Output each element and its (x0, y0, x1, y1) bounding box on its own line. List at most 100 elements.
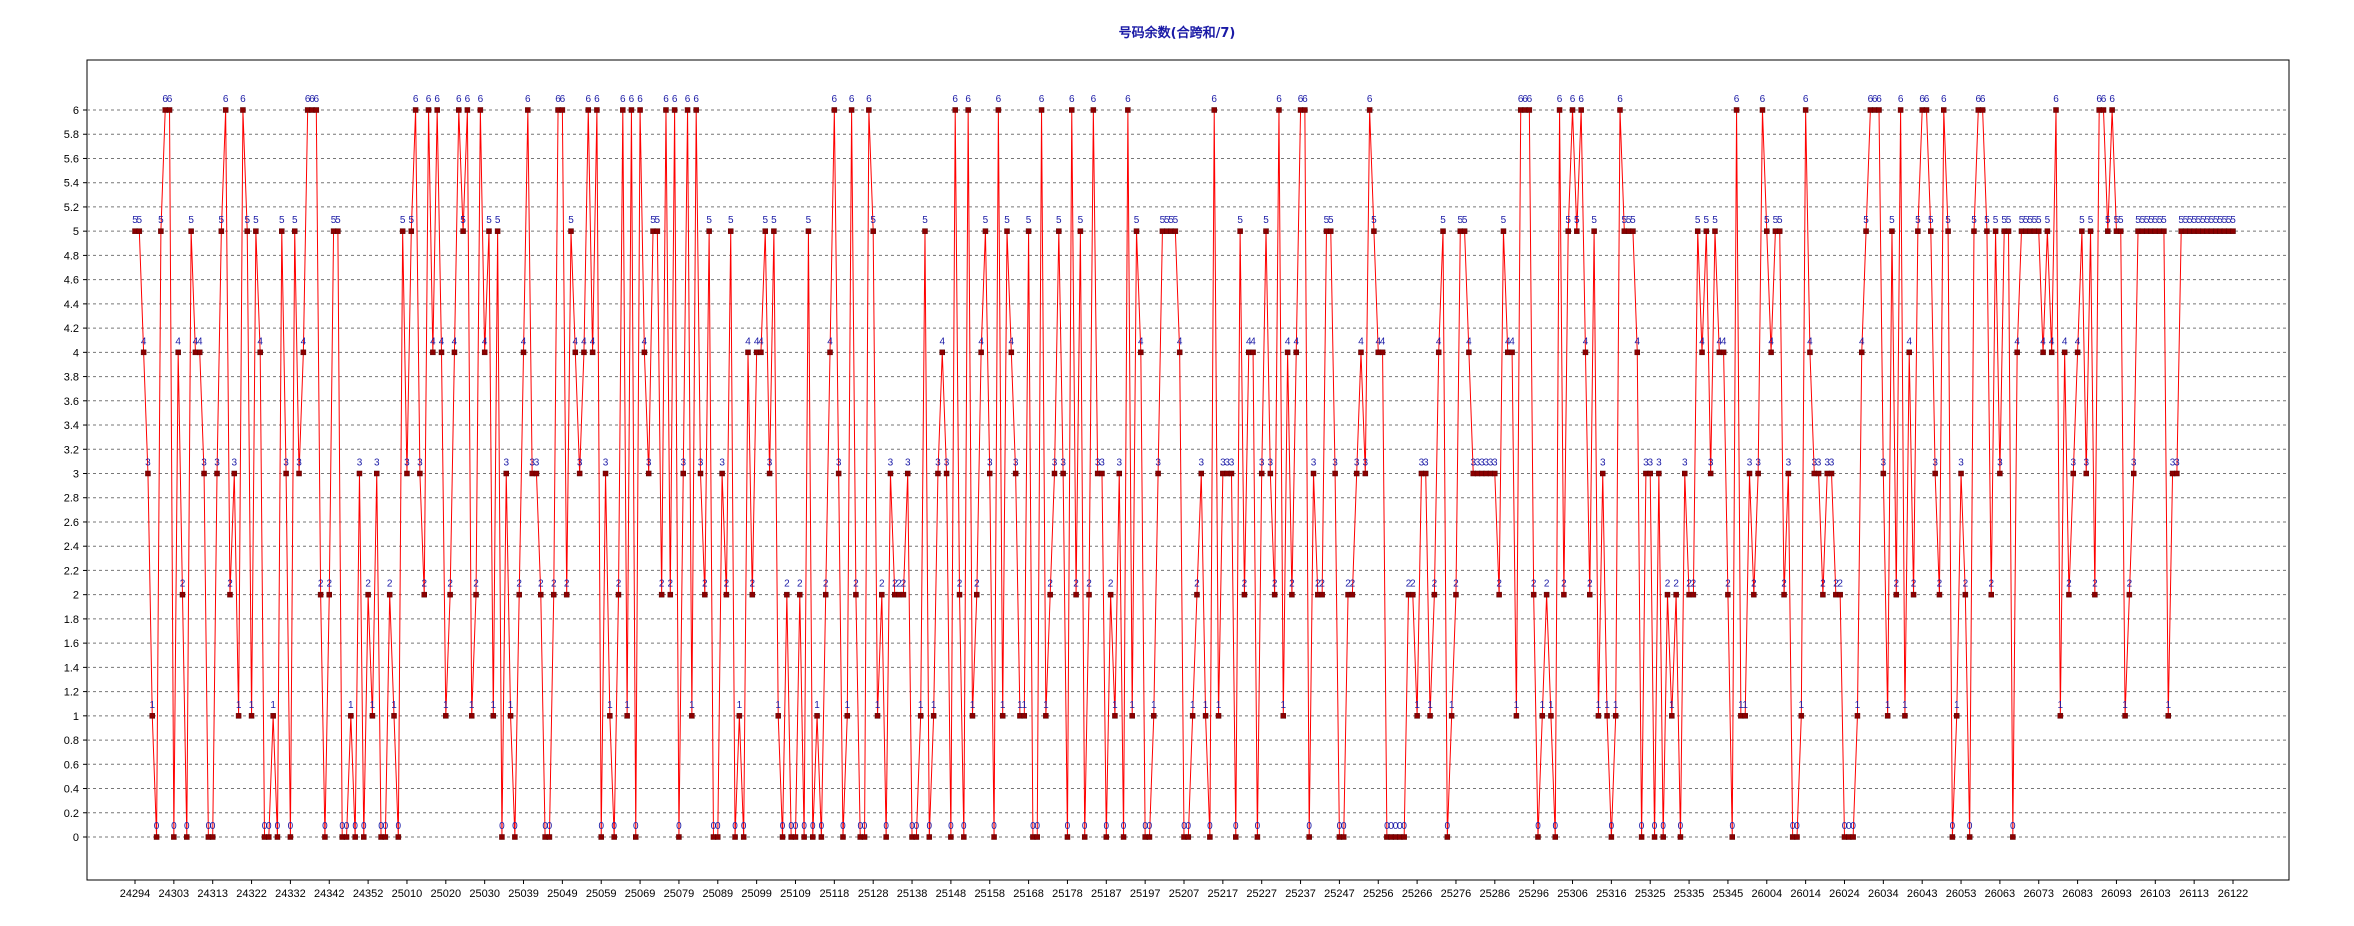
data-label: 4 (1509, 336, 1515, 347)
data-label: 1 (1855, 700, 1861, 711)
data-label: 4 (197, 336, 203, 347)
data-point (1988, 591, 1995, 598)
data-point (494, 228, 501, 234)
data-label: 3 (603, 458, 609, 469)
data-point (1815, 470, 1822, 477)
y-tick-label: 4.8 (64, 250, 79, 262)
x-tick-label: 25296 (1518, 888, 1549, 900)
x-tick-label: 25237 (1285, 888, 1316, 900)
data-point (343, 834, 350, 840)
data-point (939, 349, 946, 356)
x-tick-label: 25197 (1130, 888, 1161, 900)
data-point (296, 470, 302, 477)
data-label: 5 (2200, 215, 2206, 226)
data-label: 2 (1272, 579, 1278, 590)
data-point (589, 349, 596, 356)
data-point (1211, 107, 1217, 113)
data-label: 2 (1544, 579, 1550, 590)
data-label: 3 (1155, 458, 1161, 469)
data-label: 2 (1073, 579, 1079, 590)
data-point (1850, 834, 1856, 840)
data-label: 2 (616, 579, 622, 590)
x-tick-label: 25316 (1596, 888, 1627, 900)
data-point (1725, 591, 1731, 598)
data-label: 1 (624, 700, 630, 711)
data-label: 6 (965, 94, 971, 105)
data-label: 1 (348, 700, 354, 711)
data-point (1535, 834, 1541, 840)
data-point (166, 107, 173, 113)
data-label: 4 (978, 336, 984, 347)
data-label: 1 (1902, 700, 1908, 711)
data-label: 5 (1004, 215, 1010, 226)
x-tick-label: 25227 (1246, 888, 1277, 900)
data-label: 2 (1686, 579, 1692, 590)
x-tick-label: 24352 (353, 888, 384, 900)
data-label: 6 (1091, 94, 1097, 105)
data-point (149, 713, 156, 719)
data-point (624, 713, 630, 719)
data-label: 6 (223, 94, 229, 105)
y-tick-label: 3 (73, 469, 79, 481)
data-label: 5 (2036, 215, 2042, 226)
data-point (1422, 470, 1429, 477)
data-label: 4 (1246, 336, 1252, 347)
data-point (2161, 228, 2167, 234)
data-label: 2 (1319, 579, 1325, 590)
data-point (1509, 349, 1515, 356)
data-label: 2 (473, 579, 479, 590)
data-point (1047, 591, 1053, 598)
y-tick-label: 5.2 (64, 202, 79, 214)
data-label: 6 (1125, 94, 1131, 105)
x-tick-label: 26063 (1985, 888, 2016, 900)
data-point (1241, 591, 1248, 598)
data-point (1069, 107, 1075, 113)
data-label: 5 (2213, 215, 2219, 226)
data-point (1936, 591, 1943, 598)
data-point (1107, 591, 1114, 598)
data-label: 1 (689, 700, 695, 711)
data-point (715, 834, 721, 840)
data-point (1500, 228, 1507, 234)
data-label: 0 (1535, 821, 1541, 832)
data-label: 5 (2032, 215, 2038, 226)
data-label: 5 (1928, 215, 1934, 226)
data-point (2061, 349, 2068, 356)
data-label: 3 (2083, 458, 2089, 469)
data-label: 0 (1147, 821, 1153, 832)
data-label: 0 (154, 821, 160, 832)
data-point (2174, 470, 2180, 477)
data-label: 2 (1194, 579, 1200, 590)
data-label: 6 (555, 94, 561, 105)
data-label: 1 (2058, 700, 2064, 711)
data-point (697, 470, 704, 477)
data-point (1548, 713, 1554, 719)
y-tick-label: 2.4 (64, 541, 79, 553)
data-point (1880, 470, 1887, 477)
data-label: 0 (1341, 821, 1347, 832)
data-point (1340, 834, 1347, 840)
y-tick-label: 0.6 (64, 759, 79, 771)
data-label: 0 (322, 821, 328, 832)
data-label: 5 (1626, 215, 1632, 226)
data-label: 1 (1604, 700, 1610, 711)
data-label: 1 (1548, 700, 1554, 711)
data-label: 3 (2131, 458, 2137, 469)
data-label: 5 (2001, 215, 2007, 226)
data-label: 0 (715, 821, 721, 832)
data-point (188, 228, 194, 234)
y-tick-label: 5.4 (64, 178, 79, 190)
data-point (153, 834, 160, 840)
x-tick-label: 25010 (392, 888, 423, 900)
data-label: 3 (296, 458, 302, 469)
chart-title: 号码余数(合跨和/7) (1118, 26, 1236, 41)
data-label: 6 (1527, 94, 1533, 105)
data-point (184, 834, 190, 840)
x-tick-label: 25158 (974, 888, 1005, 900)
data-label: 1 (931, 700, 937, 711)
y-tick-label: 1.4 (64, 662, 79, 674)
data-point (1448, 713, 1455, 719)
data-point (1202, 713, 1209, 719)
data-label: 6 (1924, 94, 1930, 105)
x-tick-label: 24332 (275, 888, 306, 900)
